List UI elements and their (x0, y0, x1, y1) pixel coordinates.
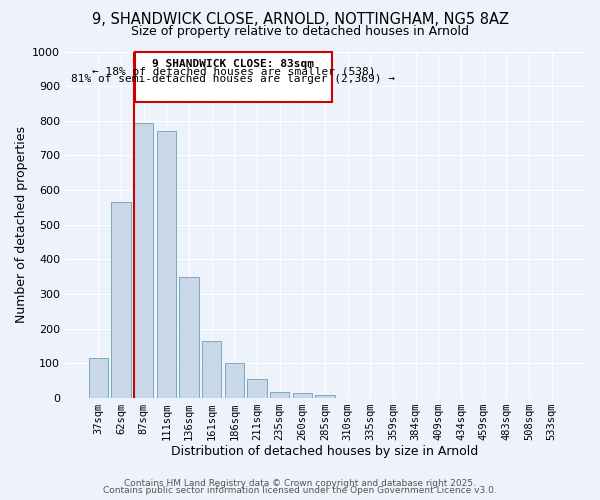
Bar (89, 358, 108, 398)
Bar (270, 392, 289, 398)
Text: 9 SHANDWICK CLOSE: 83sqm: 9 SHANDWICK CLOSE: 83sqm (152, 59, 314, 69)
Bar (224, 364, 244, 398)
Text: 81% of semi-detached houses are larger (2,369) →: 81% of semi-detached houses are larger (… (71, 74, 395, 84)
Text: Contains HM Land Registry data © Crown copyright and database right 2025.: Contains HM Land Registry data © Crown c… (124, 478, 476, 488)
Bar (134, 122, 153, 398)
Text: 9, SHANDWICK CLOSE, ARNOLD, NOTTINGHAM, NG5 8AZ: 9, SHANDWICK CLOSE, ARNOLD, NOTTINGHAM, … (91, 12, 509, 28)
Bar (135, 52, 332, 102)
Bar (293, 393, 312, 398)
Bar (157, 131, 176, 398)
Bar (112, 202, 131, 398)
Text: Contains public sector information licensed under the Open Government Licence v3: Contains public sector information licen… (103, 486, 497, 495)
Bar (316, 395, 335, 398)
Bar (179, 276, 199, 398)
Text: Size of property relative to detached houses in Arnold: Size of property relative to detached ho… (131, 25, 469, 38)
Y-axis label: Number of detached properties: Number of detached properties (15, 126, 28, 323)
Text: ← 18% of detached houses are smaller (538): ← 18% of detached houses are smaller (53… (92, 66, 375, 76)
X-axis label: Distribution of detached houses by size in Arnold: Distribution of detached houses by size … (172, 444, 479, 458)
Bar (247, 379, 266, 398)
Bar (202, 341, 221, 398)
